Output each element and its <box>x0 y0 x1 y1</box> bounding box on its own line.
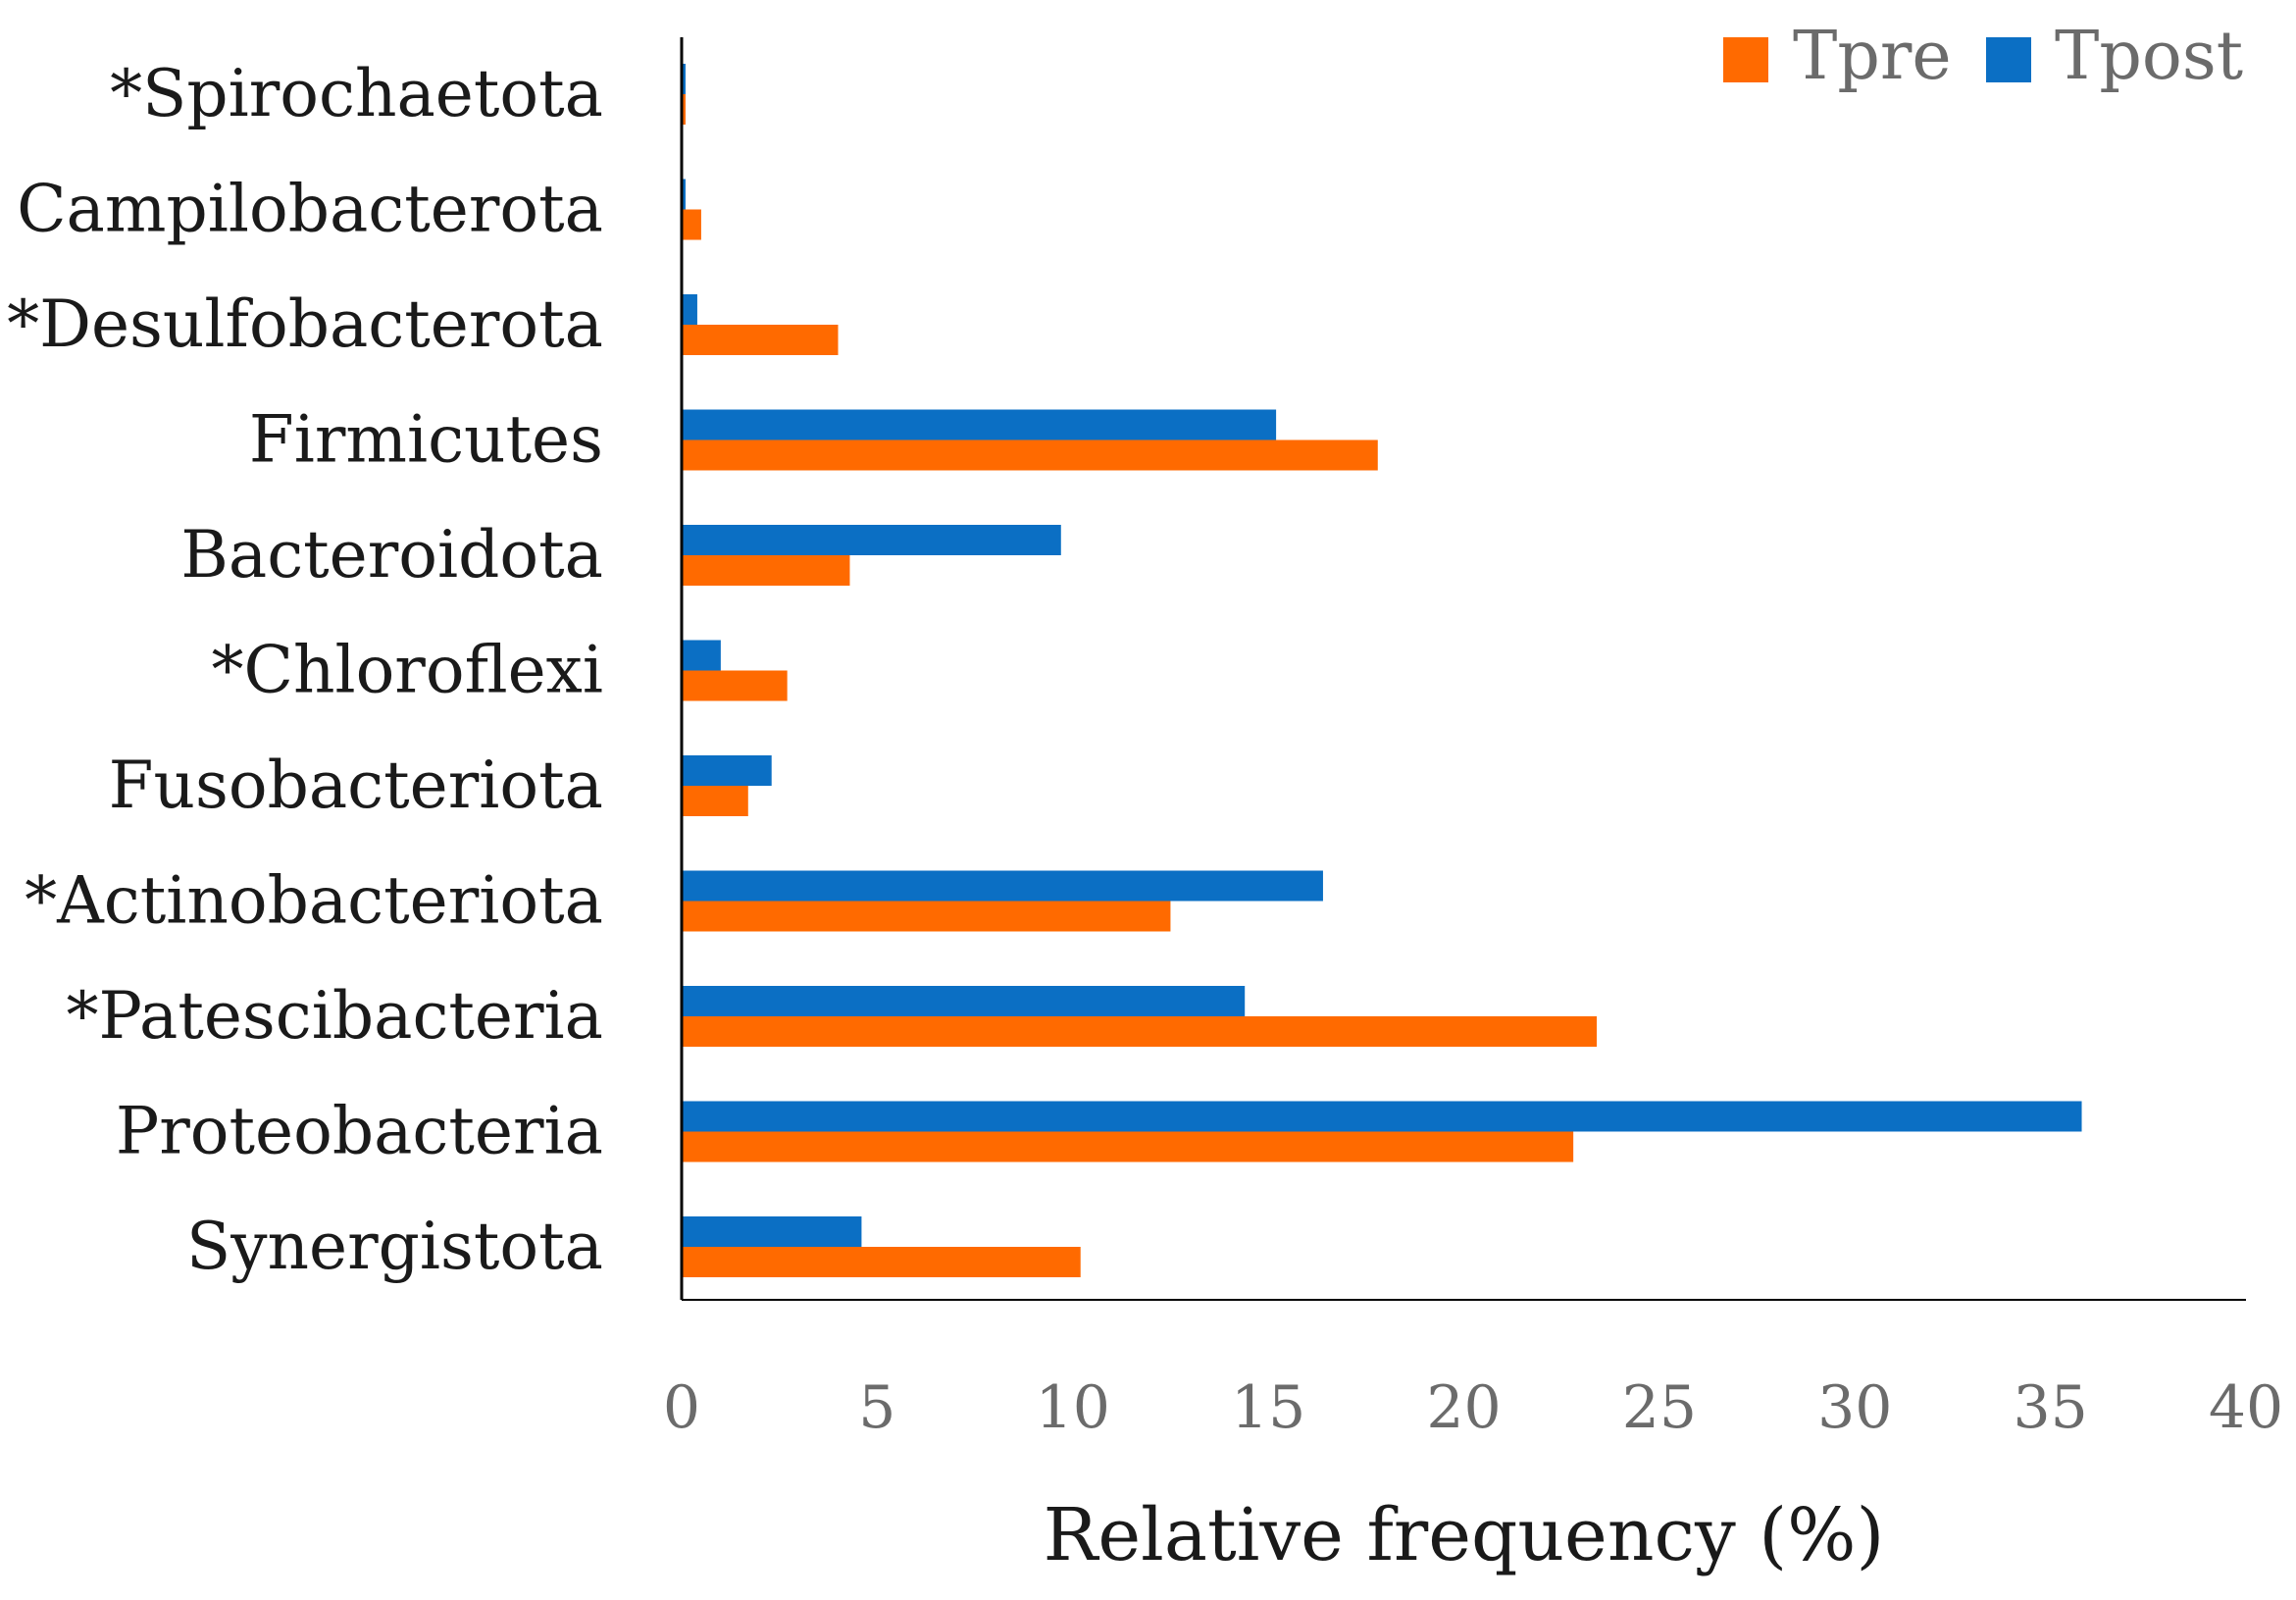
category-label: *Patescibacteria <box>67 978 603 1054</box>
x-tick-label: 5 <box>858 1373 895 1442</box>
category-label: Bacteroidota <box>180 517 603 593</box>
category-label: *Spirochaetota <box>110 56 603 131</box>
x-axis-title: Relative frequency (%) <box>1044 1493 1885 1577</box>
bars <box>682 64 2082 1277</box>
category-labels: *Spirochaetota Campilobacterota *Desulfoba… <box>7 56 603 1284</box>
bar-tpre <box>682 325 839 355</box>
x-tick-label: 25 <box>1622 1373 1697 1442</box>
bar-tpre <box>682 901 1171 932</box>
x-tick-label: 20 <box>1426 1373 1501 1442</box>
category-label: Proteobacteria <box>116 1094 603 1169</box>
bar-tpost <box>682 409 1277 440</box>
legend-label-tpost: Tpost <box>2055 18 2243 95</box>
x-tick-label: 15 <box>1231 1373 1305 1442</box>
category-label: Firmicutes <box>249 402 603 478</box>
x-tick-label: 10 <box>1036 1373 1110 1442</box>
legend: Tpre Tpost <box>1723 18 2243 95</box>
bar-tpre <box>682 1016 1598 1047</box>
x-tick-label: 30 <box>1817 1373 1892 1442</box>
bar-tpost <box>682 64 686 94</box>
category-label: Fusobacteriota <box>109 748 603 823</box>
legend-swatch-tpre <box>1723 37 1768 82</box>
bar-tpre <box>682 786 748 816</box>
bar-tpost <box>682 755 772 786</box>
bar-tpost <box>682 179 686 210</box>
bar-tpost <box>682 640 721 671</box>
legend-swatch-tpost <box>1986 37 2031 82</box>
x-tick-label: 35 <box>2013 1373 2087 1442</box>
category-label: *Actinobacteriota <box>25 863 603 939</box>
bar-tpre <box>682 209 701 240</box>
bar-tpost <box>682 870 1323 902</box>
legend-label-tpre: Tpre <box>1793 18 1952 95</box>
bar-tpre <box>682 670 788 701</box>
bar-tpost <box>682 1216 862 1247</box>
bar-tpre <box>682 555 850 586</box>
bar-tpre <box>682 1247 1081 1277</box>
category-label: *Chloroflexi <box>211 633 603 708</box>
category-label: Synergistota <box>186 1209 603 1284</box>
x-tick-labels: 0 5 10 15 20 25 30 35 40 <box>663 1373 2283 1442</box>
bar-tpost <box>682 294 697 325</box>
bar-tpre <box>682 94 686 125</box>
x-tick-label: 0 <box>663 1373 700 1442</box>
bar-tpost <box>682 986 1246 1016</box>
bar-tpost <box>682 1101 2082 1132</box>
bar-tpre <box>682 439 1378 471</box>
category-label: Campilobacterota <box>17 172 603 247</box>
category-label: *Desulfobacterota <box>7 286 603 362</box>
bar-tpre <box>682 1131 1574 1162</box>
x-tick-label: 40 <box>2209 1373 2283 1442</box>
bar-tpost <box>682 525 1061 555</box>
